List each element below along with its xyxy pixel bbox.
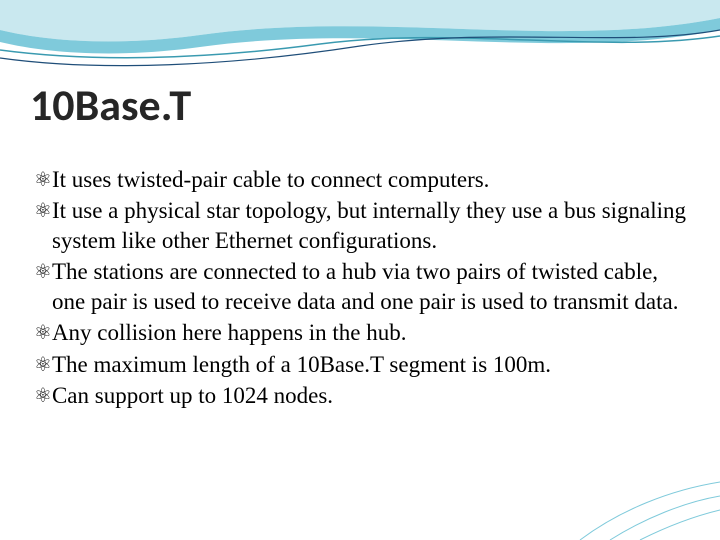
bullet-icon: ⚛ (34, 168, 50, 194)
bullet-icon: ⚛ (34, 260, 50, 286)
list-item: ⚛ Can support up to 1024 nodes. (34, 381, 690, 410)
corner-line-1 (580, 482, 720, 540)
list-item: ⚛ The stations are connected to a hub vi… (34, 257, 690, 316)
bullet-icon: ⚛ (34, 353, 50, 379)
bullet-text: The stations are connected to a hub via … (52, 257, 690, 316)
decorative-wave-header (0, 0, 720, 90)
slide-body: ⚛ It uses twisted-pair cable to connect … (34, 165, 690, 413)
list-item: ⚛ It use a physical star topology, but i… (34, 196, 690, 255)
bullet-text: Any collision here happens in the hub. (52, 318, 407, 347)
bullet-icon: ⚛ (34, 321, 50, 347)
list-item: ⚛ Any collision here happens in the hub. (34, 318, 690, 347)
bullet-icon: ⚛ (34, 384, 50, 410)
bullet-text: It use a physical star topology, but int… (52, 196, 690, 255)
corner-line-2 (610, 496, 720, 540)
list-item: ⚛ It uses twisted-pair cable to connect … (34, 165, 690, 194)
bullet-text: It uses twisted-pair cable to connect co… (52, 165, 490, 194)
wave-svg (0, 0, 720, 90)
corner-line-3 (640, 510, 720, 540)
bullet-icon: ⚛ (34, 199, 50, 225)
decorative-corner-lines (540, 420, 720, 540)
list-item: ⚛ The maximum length of a 10Base.T segme… (34, 350, 690, 379)
bullet-text: Can support up to 1024 nodes. (52, 381, 333, 410)
slide-title: 10Base.T (30, 78, 191, 132)
bullet-text: The maximum length of a 10Base.T segment… (52, 350, 551, 379)
